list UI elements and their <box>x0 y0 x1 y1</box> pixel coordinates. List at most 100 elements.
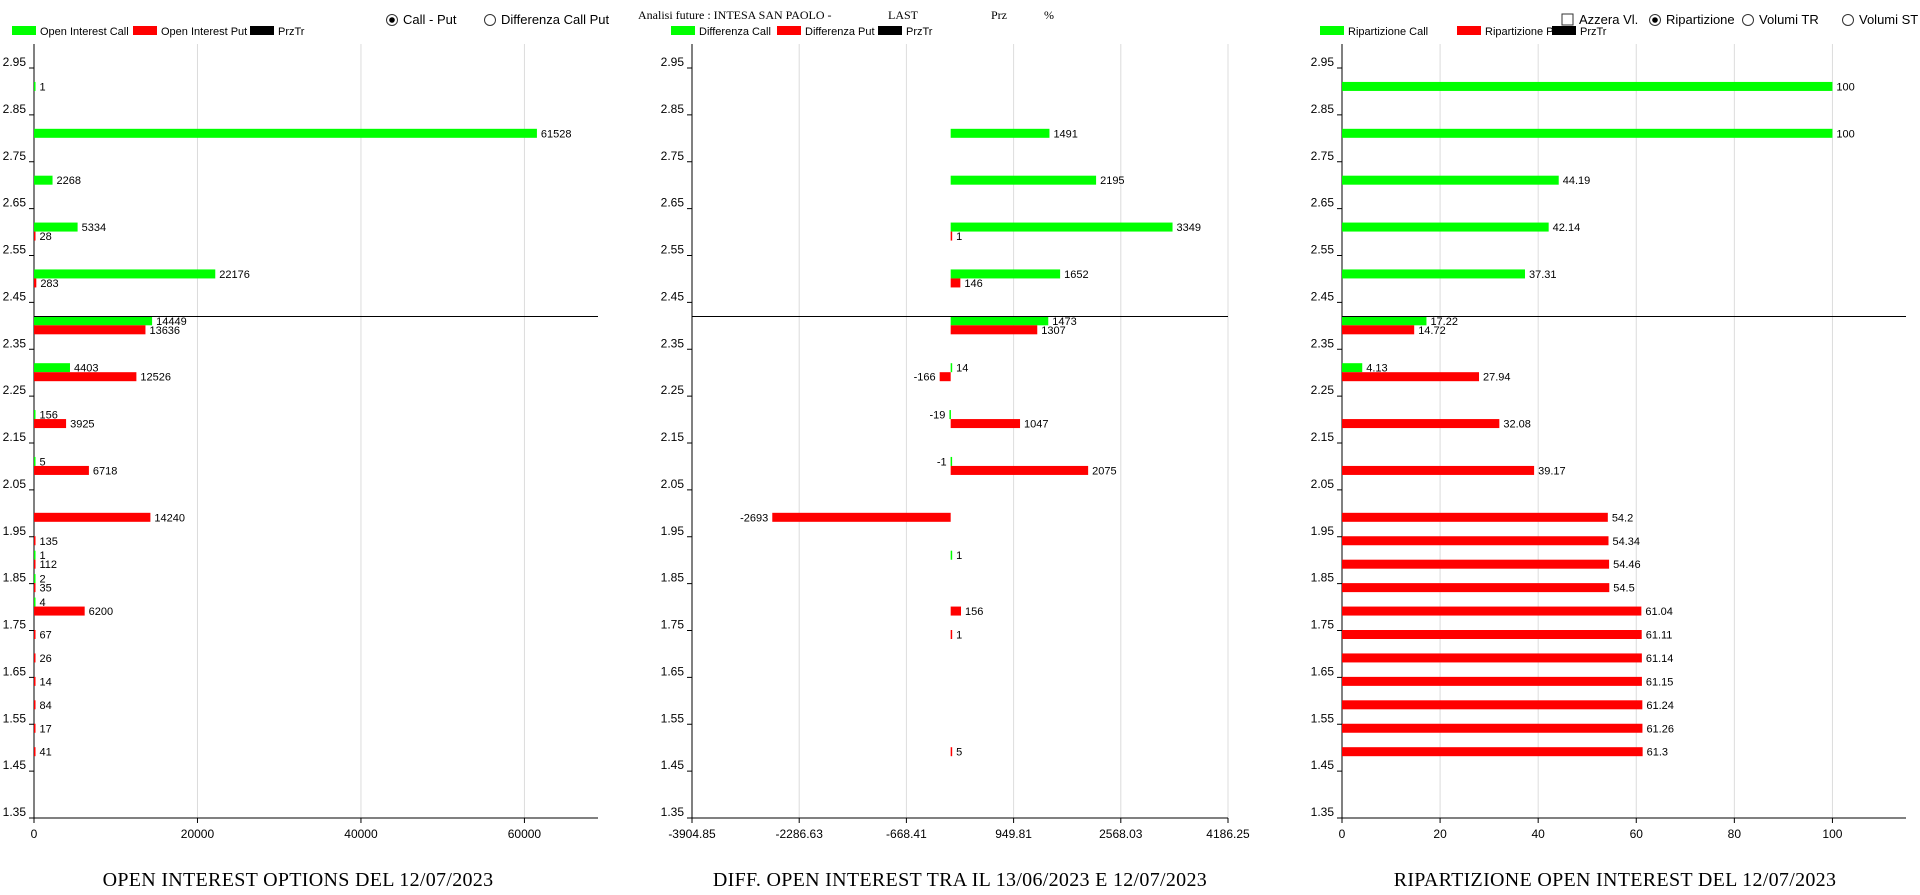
bar-value-label: 14 <box>956 363 968 375</box>
header-last: LAST <box>888 8 919 22</box>
x-tick-label: 40000 <box>344 827 378 841</box>
call-bar <box>34 363 70 373</box>
put-bar <box>34 747 36 757</box>
y-tick-label: 2.15 <box>1311 430 1335 444</box>
y-tick-label: 1.85 <box>3 571 27 585</box>
bar-value-label: 6200 <box>89 606 113 618</box>
radio-diff-call-put[interactable]: Differenza Call Put <box>484 12 610 27</box>
put-bar <box>950 231 953 241</box>
put-bar <box>772 512 951 522</box>
legend-label: Open Interest Call <box>40 26 129 38</box>
bar-value-label: 22176 <box>219 269 250 281</box>
bar-value-label: 146 <box>964 278 982 290</box>
y-tick-label: 2.85 <box>3 102 27 116</box>
bar-value-label: -19 <box>930 410 946 422</box>
radio-circle-icon[interactable] <box>484 14 496 26</box>
bar-value-label: 100 <box>1836 128 1854 140</box>
y-tick-label: 1.95 <box>3 524 27 538</box>
put-bar <box>950 747 953 757</box>
call-bar <box>950 128 1050 138</box>
put-bar <box>950 465 1089 475</box>
y-tick-label: 1.65 <box>1311 664 1335 678</box>
radio-call-put[interactable]: Call - Put <box>386 12 457 27</box>
checkbox-icon[interactable] <box>1561 13 1574 26</box>
call-bar <box>34 456 36 466</box>
put-bar <box>34 512 151 522</box>
radio-circle-icon[interactable] <box>1842 14 1854 26</box>
put-bar <box>1342 465 1535 475</box>
bar-value-label: 54.5 <box>1613 583 1634 595</box>
put-bar <box>1342 419 1500 429</box>
y-tick-label: 2.65 <box>661 196 685 210</box>
y-tick-label: 2.55 <box>3 243 27 257</box>
bar-value-label: 27.94 <box>1483 372 1511 384</box>
bar-value-label: 61.04 <box>1645 606 1673 618</box>
y-tick-label: 1.35 <box>661 805 685 819</box>
put-bar <box>1342 700 1643 710</box>
y-tick-label: 1.95 <box>1311 524 1335 538</box>
bar-value-label: 41 <box>40 747 52 759</box>
x-tick-label: -3904.85 <box>668 827 716 841</box>
legend-label: Ripartizione Call <box>1348 26 1428 38</box>
call-bar <box>34 316 153 326</box>
radio-ripartizione-label: Ripartizione <box>1666 12 1735 27</box>
y-tick-label: 1.45 <box>1311 758 1335 772</box>
bar-value-label: 37.31 <box>1529 269 1557 281</box>
y-tick-label: 1.55 <box>1311 711 1335 725</box>
bar-value-label: 1 <box>956 550 962 562</box>
radio-volumi-tr[interactable]: Volumi TR <box>1742 12 1819 27</box>
put-bar <box>1342 512 1608 522</box>
checkbox-azzera[interactable]: Azzera Vl. <box>1561 12 1638 27</box>
bar-value-label: 39.17 <box>1538 465 1566 477</box>
put-bar <box>1342 583 1610 593</box>
y-tick-label: 1.85 <box>661 571 685 585</box>
put-bar <box>1342 606 1642 616</box>
radio-dot-icon <box>389 17 395 23</box>
call-bar <box>34 269 216 279</box>
bar-value-label: 283 <box>40 278 58 290</box>
bar-value-label: 1047 <box>1024 419 1048 431</box>
bar-value-label: 28 <box>40 231 52 243</box>
radio-circle-icon[interactable] <box>1742 14 1754 26</box>
chart-title: OPEN INTEREST OPTIONS DEL 12/07/2023 <box>103 869 494 891</box>
y-tick-label: 2.05 <box>1311 477 1335 491</box>
y-tick-label: 1.55 <box>661 711 685 725</box>
y-tick-label: 2.85 <box>1311 102 1335 116</box>
put-bar <box>34 700 36 710</box>
x-tick-label: 60000 <box>508 827 542 841</box>
put-bar <box>950 606 962 616</box>
radio-ripartizione[interactable]: Ripartizione <box>1649 12 1735 27</box>
y-tick-label: 2.65 <box>3 196 27 210</box>
legend-swatch <box>1457 26 1481 35</box>
bar-value-label: 32.08 <box>1503 419 1531 431</box>
put-bar <box>34 583 36 593</box>
call-bar <box>34 222 78 232</box>
y-tick-label: 1.75 <box>1311 618 1335 632</box>
y-tick-label: 2.15 <box>661 430 685 444</box>
bar-value-label: 54.46 <box>1613 559 1641 571</box>
bar-value-label: 54.2 <box>1612 512 1633 524</box>
bar-value-label: 84 <box>40 700 52 712</box>
y-tick-label: 2.95 <box>1311 55 1335 69</box>
bar-value-label: 1473 <box>1052 316 1076 328</box>
bar-value-label: 61.24 <box>1646 700 1674 712</box>
bar-value-label: 61.15 <box>1646 676 1674 688</box>
bar-value-label: 1652 <box>1064 269 1088 281</box>
bar-value-label: 61.11 <box>1646 630 1673 642</box>
y-tick-label: 2.35 <box>661 336 685 350</box>
put-bar <box>1342 747 1643 757</box>
call-bar <box>34 81 36 91</box>
legend-swatch <box>777 26 801 35</box>
bar-value-label: -166 <box>914 372 936 384</box>
chart-title: DIFF. OPEN INTEREST TRA IL 13/06/2023 E … <box>713 869 1207 891</box>
y-tick-label: 1.75 <box>3 618 27 632</box>
put-bar <box>950 325 1038 335</box>
put-bar <box>34 325 146 335</box>
radio-call-put-label: Call - Put <box>403 12 457 27</box>
chart-ripartizione: Ripartizione Call Ripartizione Put PrzTr 0 2… <box>1311 26 1906 891</box>
bar-value-label: 100 <box>1836 81 1854 93</box>
y-tick-label: 2.25 <box>3 383 27 397</box>
legend-swatch <box>133 26 157 35</box>
radio-volumi-st[interactable]: Volumi ST <box>1842 12 1919 27</box>
x-tick-label: 949.81 <box>995 827 1032 841</box>
